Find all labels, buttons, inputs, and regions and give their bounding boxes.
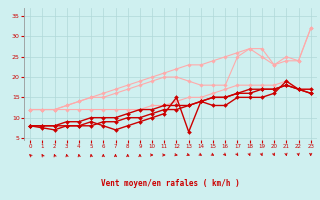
Text: Vent moyen/en rafales ( km/h ): Vent moyen/en rafales ( km/h ) [101, 180, 240, 188]
